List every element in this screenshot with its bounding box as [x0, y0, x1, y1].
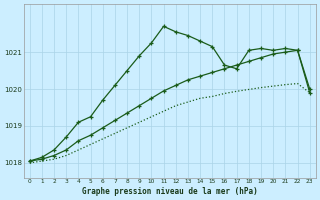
X-axis label: Graphe pression niveau de la mer (hPa): Graphe pression niveau de la mer (hPa) [82, 187, 258, 196]
